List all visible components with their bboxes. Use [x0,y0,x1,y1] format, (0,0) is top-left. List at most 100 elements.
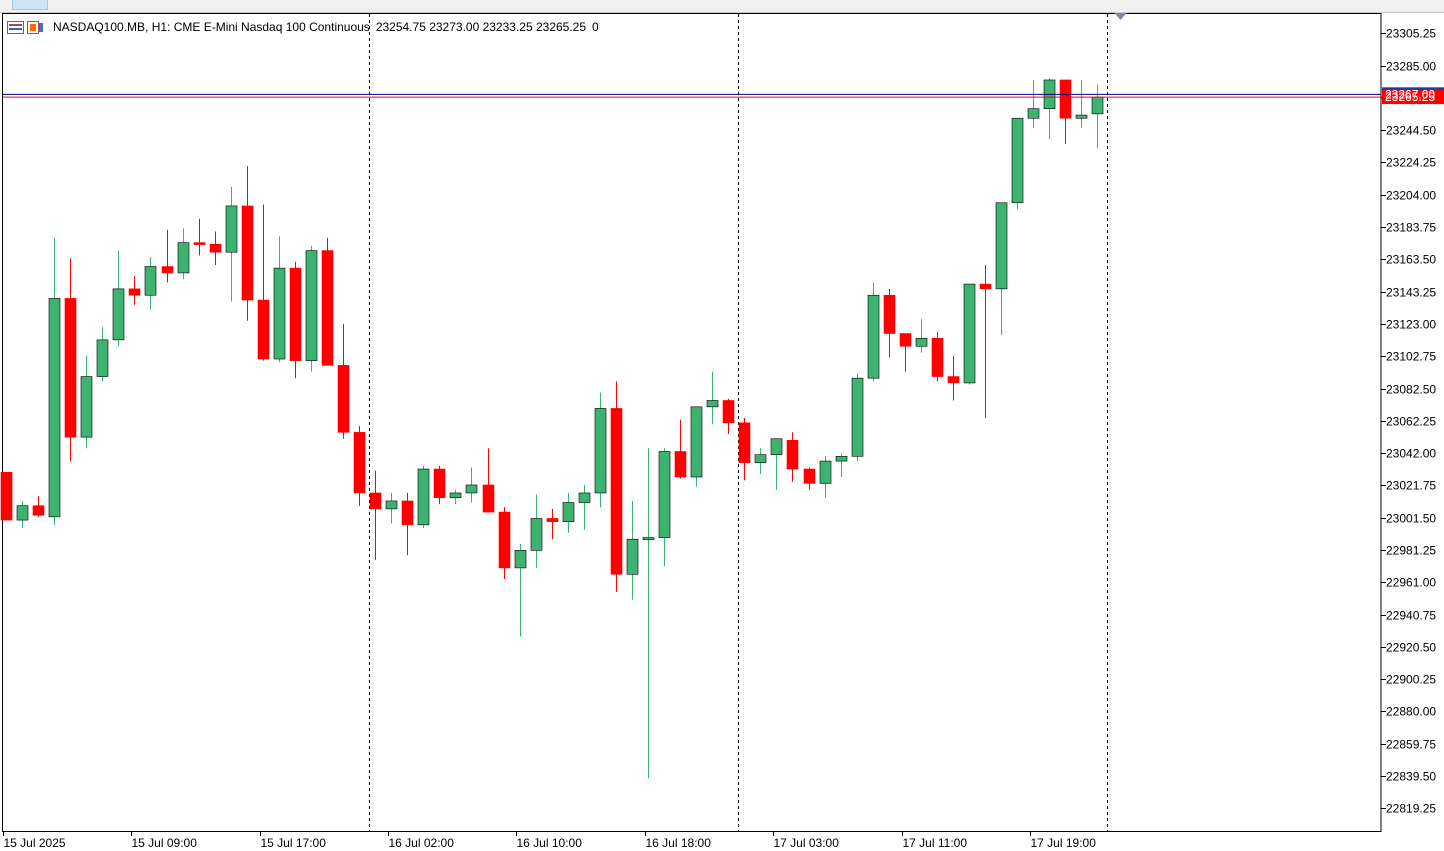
price-axis-label: 23082.50 [1386,383,1436,397]
candle-body [674,451,687,478]
price-axis-label: 22900.25 [1386,673,1436,687]
candle-body [144,266,157,296]
candle-body [32,505,45,516]
candle-body [353,432,366,494]
price-axis-label: 23183.75 [1386,221,1436,235]
price-axis-label: 23042.00 [1386,447,1436,461]
time-axis-label: 15 Jul 17:00 [261,836,327,850]
candle-body [161,266,174,274]
candle-body [321,250,334,366]
price-axis-label: 22920.50 [1386,641,1436,655]
candle-body [851,377,864,457]
candle-body [96,339,109,377]
candle-body [482,484,495,513]
candle-body [979,283,992,290]
candle-body [273,267,286,360]
candle-body [48,298,61,518]
time-axis-label: 17 Jul 03:00 [774,836,840,850]
chart-window[interactable]: 23305.25 23285.00 23265.25 23244.50 23224.25… [0,13,1444,851]
candle-body [193,242,206,245]
candle-body [706,400,719,408]
candle-body [16,505,29,521]
candle-body [1075,114,1088,119]
chart-shift-marker[interactable] [1114,13,1127,20]
time-axis-label: 16 Jul 02:00 [389,836,455,850]
candle-body [257,299,270,360]
candle-body [401,500,414,526]
price-axis-label: 22819.25 [1386,802,1436,816]
candle-body [835,455,848,462]
price-axis-label: 23285.00 [1386,60,1436,74]
candle-body [128,288,141,296]
candle-body [385,500,398,510]
price-axis-label: 23163.50 [1386,253,1436,267]
candle-body [1011,117,1024,204]
candle-body [449,492,462,499]
price-axis-label: 23224.25 [1386,156,1436,170]
candle-body [0,471,13,521]
candle-body [1027,108,1040,119]
candle-body [690,406,703,478]
candle-body [177,242,190,274]
price-axis-label: 22961.00 [1386,576,1436,590]
candle-body [209,243,222,253]
price-axis-label: 23244.50 [1386,124,1436,138]
candle-body [305,250,318,361]
candle-body [963,283,976,384]
volume-value: 0 [592,20,599,34]
candle-body [642,537,655,540]
price-axis-label: 23123.00 [1386,318,1436,332]
time-axis-label: 17 Jul 19:00 [1031,836,1097,850]
candle-body [241,205,254,301]
candle-body [915,337,928,347]
candle-body [562,502,575,522]
candle-body [417,468,430,526]
time-axis-label: 16 Jul 10:00 [517,836,583,850]
time-axis-label: 16 Jul 18:00 [646,836,712,850]
candle-body [112,288,125,341]
candle-body [610,408,623,575]
candle-body [369,492,382,510]
symbol-info: NASDAQ100.MB, H1: CME E-Mini Nasdaq 100 … [53,20,370,34]
ask-price-label: 23267.00 [1385,87,1435,101]
price-axis-label: 23062.25 [1386,415,1436,429]
chart-canvas[interactable]: 23305.25 23285.00 23265.25 23244.50 23224.25… [0,13,1444,851]
candle-body [722,400,735,424]
time-axis-label: 17 Jul 11:00 [903,836,968,850]
price-axis-label: 22839.50 [1386,770,1436,784]
candle-body [754,454,767,463]
chart-header: NASDAQ100.MB, H1: CME E-Mini Nasdaq 100 … [7,20,599,34]
candle-body [931,337,944,377]
candle-body [770,438,783,455]
price-axis-label: 22859.75 [1386,738,1436,752]
candle-body [433,468,446,499]
candle-body [225,205,238,253]
candle-body [289,267,302,361]
candle-body [995,202,1008,290]
candle-body [883,294,896,334]
bid-price-label: 23265.25 [1385,90,1435,104]
candle-body [337,365,350,433]
candle-body [626,538,639,575]
candle-body [1091,96,1104,115]
time-axis-label: 15 Jul 2025 [4,836,66,850]
chart-window-icon [7,20,24,34]
bid-label-bg [1382,90,1444,105]
price-axis-label: 23001.50 [1386,512,1436,526]
candle-body [80,376,93,438]
price-axis-label: 22940.75 [1386,609,1436,623]
price-axis-label: 23204.00 [1386,189,1436,203]
toolbar [0,0,1444,13]
candle-body [1059,79,1072,119]
candle-body [803,468,816,484]
candle-body [786,440,799,470]
toolbar-icons[interactable] [12,0,48,10]
candle-body [465,484,478,494]
candle-body [867,294,880,379]
candle-body [64,298,77,438]
candle-body [819,460,832,484]
expert-advisor-icon [27,20,43,34]
candle-body [658,451,671,538]
price-axis-label: 22981.25 [1386,544,1436,558]
candle-body [514,550,527,569]
